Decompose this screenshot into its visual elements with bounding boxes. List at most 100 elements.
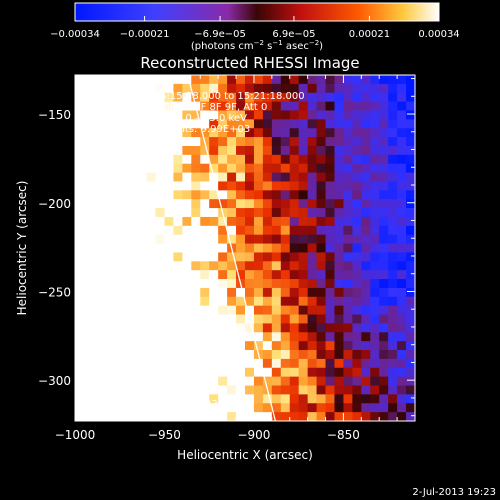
- heatmap-pixel: [92, 323, 103, 333]
- heatmap-pixel: [397, 163, 407, 173]
- heatmap-pixel: [334, 332, 344, 342]
- heatmap-pixel: [164, 341, 174, 351]
- heatmap-pixel: [200, 394, 210, 404]
- heatmap-pixel: [110, 128, 121, 138]
- heatmap-pixel: [397, 92, 407, 103]
- heatmap-pixel: [200, 83, 210, 94]
- heatmap-pixel: [325, 181, 335, 191]
- heatmap-pixel: [218, 101, 228, 111]
- heatmap-pixel: [164, 145, 174, 156]
- heatmap-pixel: [200, 199, 210, 209]
- heatmap-pixel: [164, 350, 174, 360]
- heatmap-pixel: [101, 83, 112, 94]
- heatmap-pixel: [334, 216, 344, 227]
- heatmap-pixel: [173, 252, 183, 262]
- heatmap-pixel: [137, 145, 147, 156]
- heatmap-pixel: [334, 270, 344, 280]
- heatmap-pixel: [173, 296, 183, 307]
- heatmap-pixel: [298, 341, 309, 351]
- heatmap-pixel: [343, 376, 353, 386]
- heatmap-pixel: [298, 367, 309, 378]
- heatmap-pixel: [289, 270, 300, 280]
- heatmap-pixel: [406, 296, 415, 307]
- heatmap-pixel: [155, 270, 165, 280]
- heatmap-pixel: [83, 252, 94, 262]
- heatmap-pixel: [370, 128, 380, 138]
- heatmap-pixel: [361, 208, 371, 218]
- heatmap-pixel: [101, 252, 112, 262]
- heatmap-pixel: [388, 252, 398, 262]
- heatmap-pixel: [164, 323, 174, 333]
- heatmap-pixel: [370, 75, 380, 85]
- heatmap-pixel: [406, 323, 415, 333]
- heatmap-pixel: [83, 119, 94, 129]
- heatmap-pixel: [397, 83, 407, 94]
- heatmap-pixel: [146, 128, 156, 138]
- heatmap-pixel: [75, 234, 85, 244]
- heatmap-pixel: [236, 305, 246, 315]
- heatmap-pixel: [182, 367, 192, 378]
- heatmap-pixel: [262, 83, 273, 94]
- heatmap-pixel: [262, 216, 273, 227]
- heatmap-pixel: [370, 101, 380, 111]
- heatmap-pixel: [271, 110, 282, 120]
- heatmap-pixel: [245, 128, 255, 138]
- heatmap-pixel: [325, 83, 335, 94]
- heatmap-pixel: [325, 287, 335, 298]
- heatmap-pixel: [164, 270, 174, 280]
- heatmap-pixel: [271, 190, 282, 200]
- heatmap-pixel: [191, 305, 201, 315]
- heatmap-pixel: [316, 199, 326, 209]
- heatmap-pixel: [101, 341, 112, 351]
- heatmap-pixel: [110, 403, 121, 413]
- heatmap-pixel: [379, 279, 389, 289]
- heatmap-pixel: [182, 154, 192, 165]
- heatmap-pixel: [397, 234, 407, 244]
- heatmap-pixel: [379, 234, 389, 244]
- heatmap-pixel: [253, 154, 264, 165]
- heatmap-pixel: [75, 403, 85, 413]
- heatmap-pixel: [209, 199, 219, 209]
- heatmap-pixel: [280, 341, 291, 351]
- heatmap-pixel: [361, 252, 371, 262]
- heatmap-pixel: [137, 332, 147, 342]
- heatmap-pixel: [298, 287, 309, 298]
- heatmap-pixel: [397, 261, 407, 271]
- heatmap-pixel: [361, 412, 371, 421]
- heatmap-pixel: [128, 296, 139, 307]
- heatmap-pixel: [307, 332, 317, 342]
- heatmap-pixel: [191, 225, 201, 236]
- heatmap-pixel: [253, 279, 264, 289]
- heatmap-pixel: [236, 332, 246, 342]
- heatmap-pixel: [101, 101, 112, 111]
- heatmap-pixel: [209, 137, 219, 147]
- heatmap-pixel: [218, 385, 228, 395]
- heatmap-pixel: [298, 110, 309, 120]
- heatmap-pixel: [245, 385, 255, 395]
- heatmap-pixel: [361, 358, 371, 369]
- heatmap-pixel: [209, 110, 219, 120]
- heatmap-pixel: [316, 412, 326, 421]
- heatmap-pixel: [397, 305, 407, 315]
- heatmap-pixel: [128, 305, 139, 315]
- heatmap-pixel: [325, 190, 335, 200]
- heatmap-pixel: [200, 225, 210, 236]
- heatmap-pixel: [83, 208, 94, 218]
- heatmap-pixel: [316, 208, 326, 218]
- heatmap-pixel: [280, 199, 291, 209]
- heatmap-pixel: [146, 101, 156, 111]
- heatmap-pixel: [379, 181, 389, 191]
- heatmap-pixel: [262, 341, 273, 351]
- heatmap-pixel: [209, 101, 219, 111]
- heatmap-pixel: [316, 101, 326, 111]
- heatmap-pixel: [137, 341, 147, 351]
- heatmap-pixel: [146, 261, 156, 271]
- heatmap-pixel: [316, 252, 326, 262]
- heatmap-pixel: [137, 75, 147, 85]
- heatmap-pixel: [227, 119, 237, 129]
- heatmap-pixel: [388, 181, 398, 191]
- heatmap-pixel: [334, 287, 344, 298]
- heatmap-pixel: [83, 394, 94, 404]
- heatmap-pixel: [271, 270, 282, 280]
- heatmap-pixel: [245, 199, 255, 209]
